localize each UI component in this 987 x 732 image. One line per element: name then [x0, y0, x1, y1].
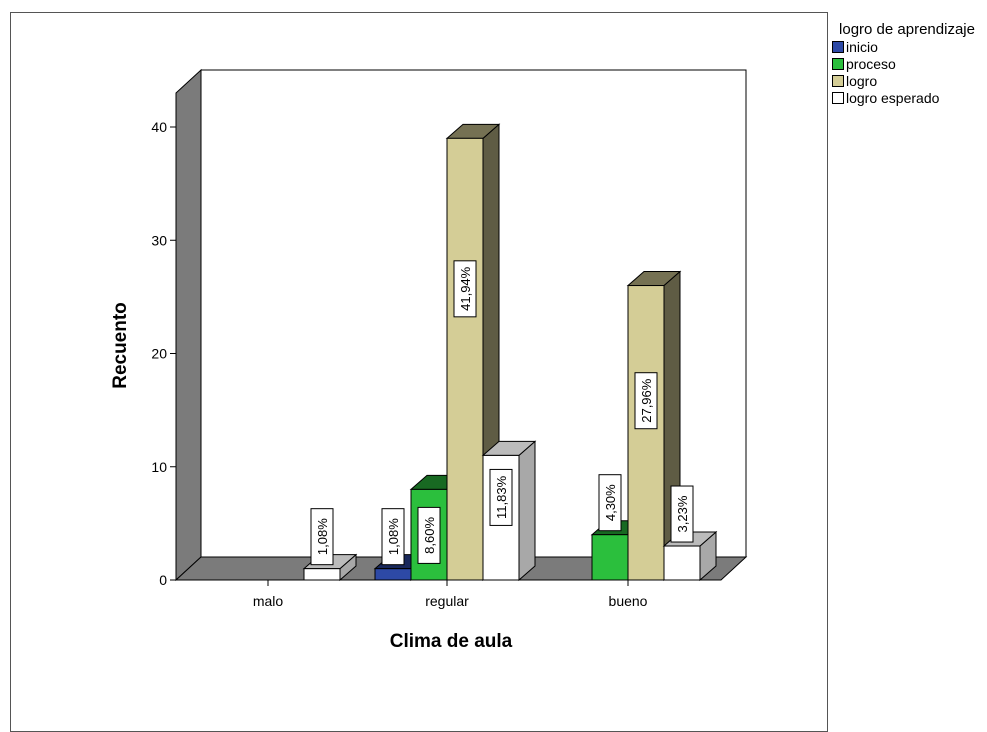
bar-front — [627, 285, 665, 581]
data-label-text: 1,08% — [386, 518, 401, 555]
data-label: 4,30% — [598, 474, 622, 532]
data-label-text: 27,96% — [639, 378, 654, 423]
bar-front — [446, 137, 484, 581]
data-label-text: 11,83% — [494, 475, 509, 519]
data-label: 1,08% — [310, 508, 334, 566]
data-label-box — [417, 506, 441, 564]
bar-logro-bueno — [626, 270, 682, 582]
data-label-box — [453, 260, 477, 318]
legend-label: logro — [846, 73, 878, 89]
legend-swatch — [832, 58, 844, 70]
legend-label: logro esperado — [846, 90, 940, 106]
legend-title: logro de aprendizaje — [839, 21, 975, 38]
x-tick-label: bueno — [609, 593, 648, 609]
bar-side — [518, 440, 536, 582]
data-label-text: 8,60% — [422, 517, 437, 554]
legend-label: proceso — [846, 56, 896, 72]
data-label-box — [634, 372, 658, 430]
chart-frame: 0 10 20 30 40 Recuento Clima de aula malo regula… — [10, 12, 828, 732]
data-label-text: 3,23% — [675, 495, 690, 532]
data-label-text: 41,94% — [458, 266, 473, 311]
data-label: 1,08% — [381, 508, 405, 566]
x-axis-title: Clima de aula — [390, 631, 513, 652]
legend-item-logro-esperado: logro esperado — [832, 90, 982, 106]
left-wall — [175, 68, 202, 582]
y-tick-label: 10 — [151, 459, 167, 475]
bar-front — [374, 568, 412, 581]
data-label-text: 1,08% — [315, 518, 330, 555]
bar-chart: 0 10 20 30 40 Recuento Clima de aula malo regula… — [110, 68, 748, 652]
data-label: 11,83% — [489, 468, 513, 526]
legend-item-proceso: proceso — [832, 56, 982, 72]
x-tick-label: malo — [253, 593, 284, 609]
bar-front — [591, 534, 629, 581]
legend: logro de aprendizaje inicio proceso logro l… — [832, 22, 982, 106]
labels-layer: 1,08% 1,08% 8,60% 41,94% 11,83% 4,30% 27,96% 3,… — [310, 260, 694, 566]
y-tick-label: 20 — [151, 346, 167, 362]
bar-front — [303, 568, 341, 581]
data-label-box — [381, 508, 405, 566]
data-label: 41,94% — [453, 260, 477, 318]
y-tick-label: 0 — [159, 572, 167, 588]
data-label: 27,96% — [634, 372, 658, 430]
data-label: 3,23% — [670, 485, 694, 543]
y-axis-title: Recuento — [110, 302, 131, 389]
data-label-box — [310, 508, 334, 566]
legend-items: inicio proceso logro logro esperado — [832, 39, 982, 106]
x-tick-label: regular — [425, 593, 469, 609]
data-label-box — [489, 468, 513, 526]
data-label-text: 4,30% — [603, 484, 618, 521]
data-label-box — [598, 474, 622, 532]
y-tick-label: 30 — [151, 232, 167, 248]
bar-front — [663, 545, 701, 581]
legend-swatch — [832, 92, 844, 104]
legend-swatch — [832, 75, 844, 87]
bar-logro-esperado-regular — [481, 440, 537, 582]
data-label: 8,60% — [417, 506, 441, 564]
data-label-box — [670, 485, 694, 543]
y-tick-label: 40 — [151, 119, 167, 135]
legend-label: inicio — [846, 39, 878, 55]
legend-item-inicio: inicio — [832, 39, 982, 55]
legend-swatch — [832, 41, 844, 53]
legend-item-logro: logro — [832, 73, 982, 89]
